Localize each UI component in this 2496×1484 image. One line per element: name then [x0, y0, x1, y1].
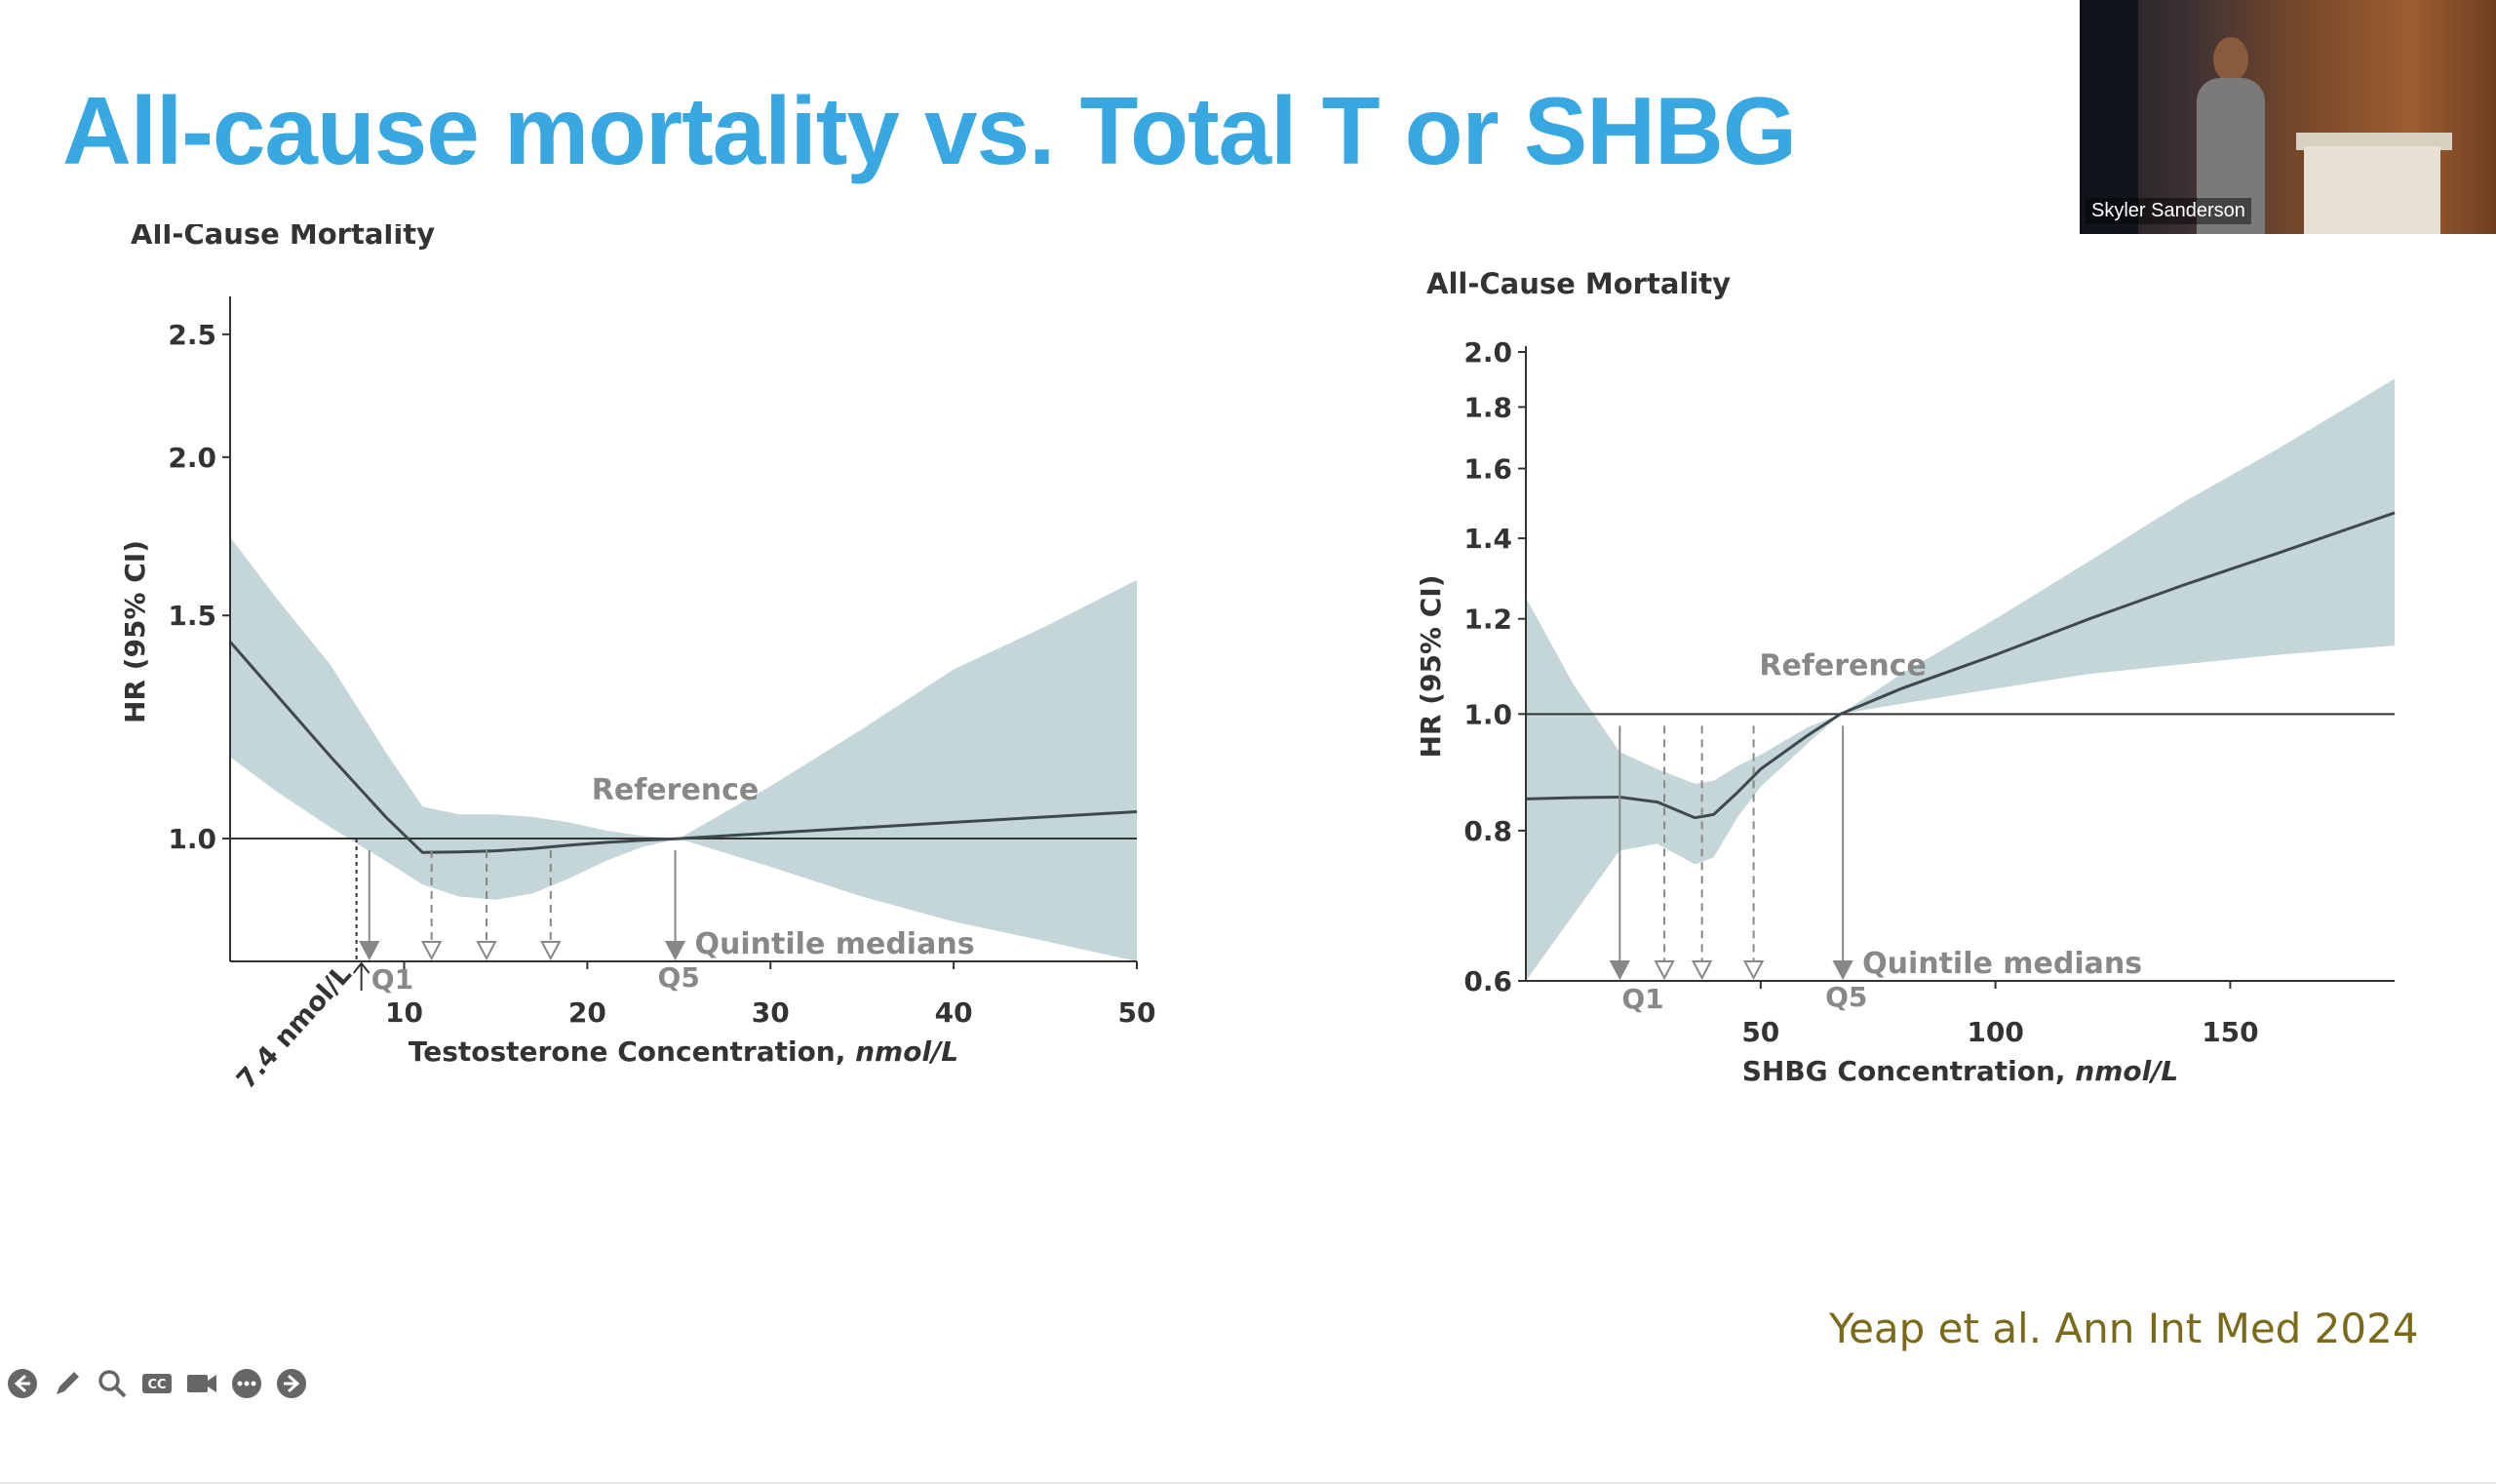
pencil-icon [57, 1372, 79, 1394]
camera-icon [187, 1375, 216, 1392]
y-tick-label: 1.0 [1463, 698, 1512, 730]
quintile-arrowhead [1609, 960, 1630, 981]
arrow-left-icon [8, 1369, 37, 1398]
threshold-label: 7.4 nmol/L [231, 959, 358, 1095]
x-tick-label: 20 [568, 996, 606, 1029]
x-tick-label: 100 [1967, 1016, 2023, 1048]
cc-icon: CC [142, 1374, 172, 1393]
speaker-body [2197, 78, 2265, 234]
y-tick-label: 1.8 [1463, 391, 1512, 423]
quintile-arrowhead [1654, 960, 1675, 981]
threshold-arrow [352, 961, 370, 991]
quintile-arrowhead [1832, 960, 1853, 981]
citation: Yeap et al. Ann Int Med 2024 [1829, 1305, 2419, 1352]
confidence-band [1526, 378, 2395, 981]
pen-tool-button[interactable] [49, 1365, 86, 1402]
y-axis-label: HR (95% CI) [119, 540, 151, 723]
quintile-arrowhead [664, 941, 686, 961]
testosterone-mortality-chart: 1.0 1.5 2.0 2.5 10 20 30 40 50 All-Cause Mortalit… [119, 224, 1156, 1095]
x-axis-label-text: Testosterone Concentration, [409, 1035, 855, 1068]
quintile-arrowhead [476, 941, 497, 961]
y-tick-label: 1.0 [168, 823, 216, 855]
y-tick-label: 2.0 [1463, 336, 1512, 369]
x-tick-label: 40 [935, 996, 973, 1029]
quintile-arrowhead [359, 941, 380, 961]
q1-label: Q1 [1621, 983, 1663, 1015]
quintile-arrowhead [1691, 960, 1713, 981]
quintile-medians-label: Quintile medians [695, 927, 975, 961]
shbg-mortality-chart: 0.6 0.8 1.0 1.2 1.4 1.6 1.8 2.0 50 100 150 All-Caus… [1415, 267, 2396, 1087]
x-axis-label-unit: nmol/L [855, 1035, 958, 1068]
x-tick-label: 150 [2202, 1016, 2258, 1048]
y-tick-label: 1.5 [168, 600, 216, 632]
svg-text:CC: CC [147, 1378, 166, 1392]
speaker-video-thumbnail[interactable]: Skyler Sanderson [2080, 0, 2496, 234]
previous-slide-button[interactable] [4, 1365, 41, 1402]
arrow-right-icon [277, 1369, 306, 1398]
x-axis-label: SHBG Concentration, nmol/L [1742, 1055, 2179, 1087]
bottom-divider [0, 1482, 2496, 1484]
chart-title: All-Cause Mortality [131, 224, 435, 251]
captions-button[interactable]: CC [138, 1365, 176, 1402]
y-axis-label: HR (95% CI) [1415, 574, 1447, 758]
x-tick-label: 50 [1118, 996, 1156, 1029]
quintile-medians-label: Quintile medians [1862, 947, 2142, 981]
y-tick-label: 1.2 [1463, 604, 1512, 636]
more-options-button[interactable] [228, 1365, 265, 1402]
hr-series-line [1525, 511, 2396, 820]
q5-label: Q5 [1825, 981, 1867, 1013]
curtain [2080, 0, 2138, 234]
reference-label: Reference [592, 773, 759, 807]
y-tick-label: 2.5 [168, 319, 216, 351]
quintile-arrowhead [1742, 960, 1765, 981]
y-tick-label: 2.0 [168, 442, 216, 474]
next-slide-button[interactable] [273, 1365, 310, 1402]
y-tick-label: 1.6 [1463, 453, 1512, 486]
speaker-name-label: Skyler Sanderson [2086, 198, 2251, 224]
presentation-controls: CC [4, 1365, 310, 1402]
x-tick-label: 30 [752, 996, 790, 1029]
podium [2304, 146, 2440, 234]
x-tick-label: 50 [1741, 1016, 1779, 1048]
reference-label: Reference [1759, 648, 1926, 683]
x-axis-label-unit: nmol/L [2075, 1055, 2178, 1087]
confidence-band [230, 536, 1137, 961]
podium-top [2296, 133, 2452, 150]
q1-label: Q1 [371, 963, 413, 996]
magnifier-icon [98, 1370, 127, 1398]
quintile-arrowhead [540, 941, 562, 961]
x-axis-label-text: SHBG Concentration, [1742, 1055, 2076, 1087]
ellipsis-icon [232, 1369, 261, 1398]
hr-series-line [228, 641, 1138, 854]
zoom-button[interactable] [94, 1365, 131, 1402]
q5-label: Q5 [658, 961, 700, 994]
speaker-head [2213, 37, 2248, 82]
quintile-arrowhead [421, 941, 443, 961]
y-tick-label: 0.8 [1463, 815, 1512, 847]
video-button[interactable] [183, 1365, 220, 1402]
y-tick-label: 0.6 [1463, 965, 1512, 997]
x-tick-label: 10 [385, 996, 423, 1029]
x-axis-label: Testosterone Concentration, nmol/L [409, 1035, 958, 1068]
chart-title: All-Cause Mortality [1426, 267, 1731, 300]
y-tick-label: 1.4 [1463, 523, 1512, 555]
slide-title: All-cause mortality vs. Total T or SHBG [62, 77, 1797, 184]
